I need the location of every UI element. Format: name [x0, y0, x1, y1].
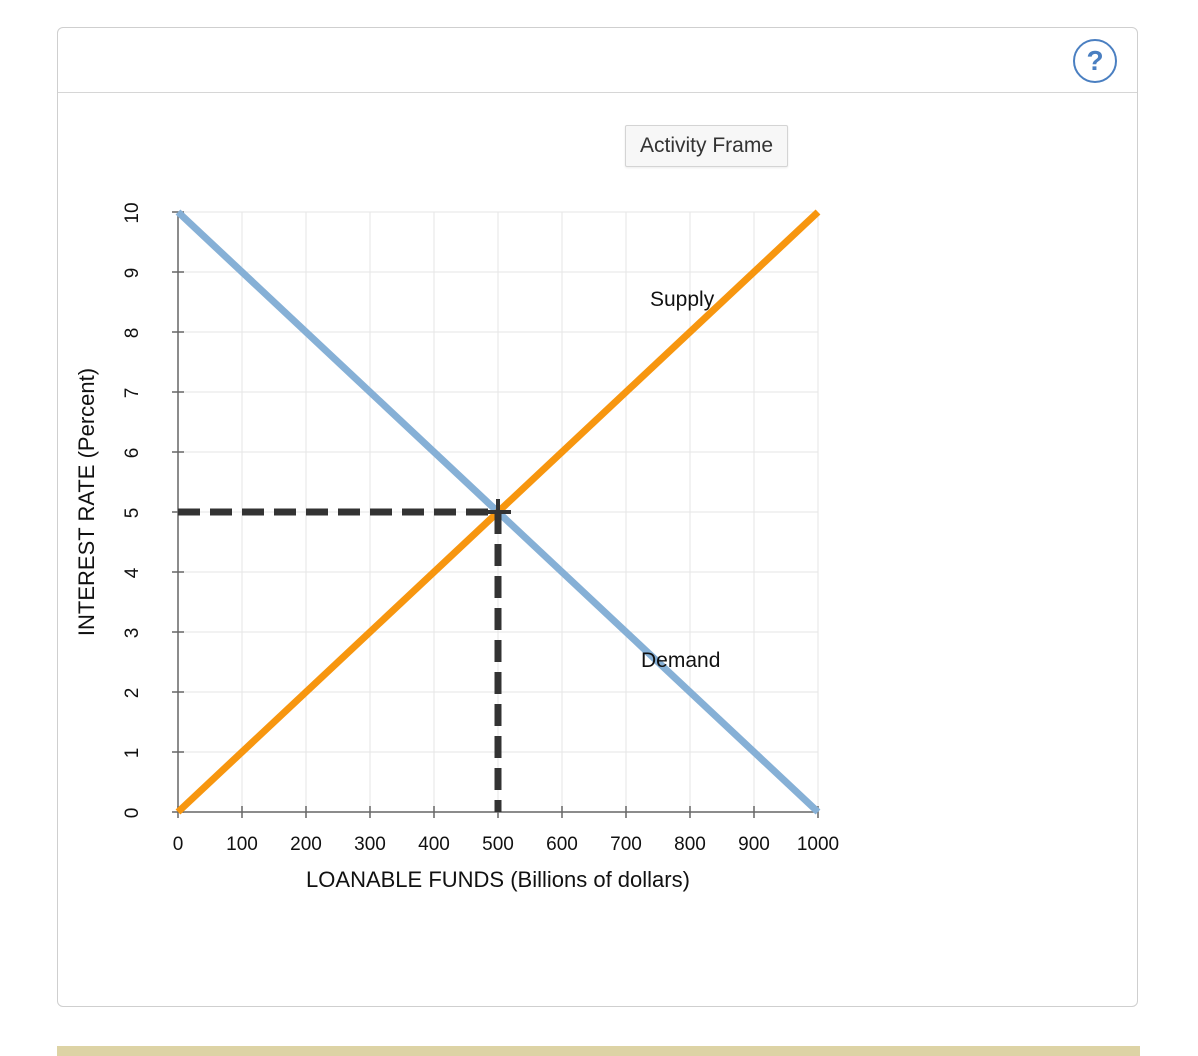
y-tick-label: 3 — [122, 628, 143, 639]
series-label-demand: Demand — [641, 649, 720, 672]
panel-header: ? — [58, 28, 1137, 93]
x-tick-label: 900 — [738, 834, 770, 855]
y-tick-label: 8 — [122, 328, 143, 339]
x-tick-label: 1000 — [797, 834, 839, 855]
series-label-supply: Supply — [650, 288, 715, 311]
x-tick-label: 600 — [546, 834, 578, 855]
y-tick-label: 2 — [122, 688, 143, 699]
x-tick-label: 500 — [482, 834, 514, 855]
y-tick-label: 9 — [122, 268, 143, 279]
x-tick-label: 100 — [226, 834, 258, 855]
bottom-bar — [57, 1046, 1140, 1056]
question-circle-icon: ? — [1086, 45, 1104, 76]
y-tick-label: 7 — [122, 388, 143, 399]
activity-frame-label: Activity Frame — [625, 125, 789, 167]
x-axis-title: LOANABLE FUNDS (Billions of dollars) — [306, 867, 690, 892]
x-tick-label: 400 — [418, 834, 450, 855]
y-tick-label: 1 — [122, 748, 143, 759]
y-tick-label: 4 — [122, 567, 143, 578]
activity-panel: ? Activity Frame — [57, 27, 1138, 1007]
y-tick-label: 10 — [122, 202, 143, 223]
y-tick-label: 0 — [122, 808, 143, 819]
y-tick-label: 6 — [122, 448, 143, 459]
x-tick-label: 700 — [610, 834, 642, 855]
x-tick-label: 800 — [674, 834, 706, 855]
y-tick-label: 5 — [122, 508, 143, 519]
help-button[interactable]: ? — [1073, 39, 1117, 83]
y-axis-title: INTEREST RATE (Percent) — [74, 368, 99, 636]
x-tick-label: 200 — [290, 834, 322, 855]
x-tick-label: 300 — [354, 834, 386, 855]
x-tick-label: 0 — [173, 834, 184, 855]
